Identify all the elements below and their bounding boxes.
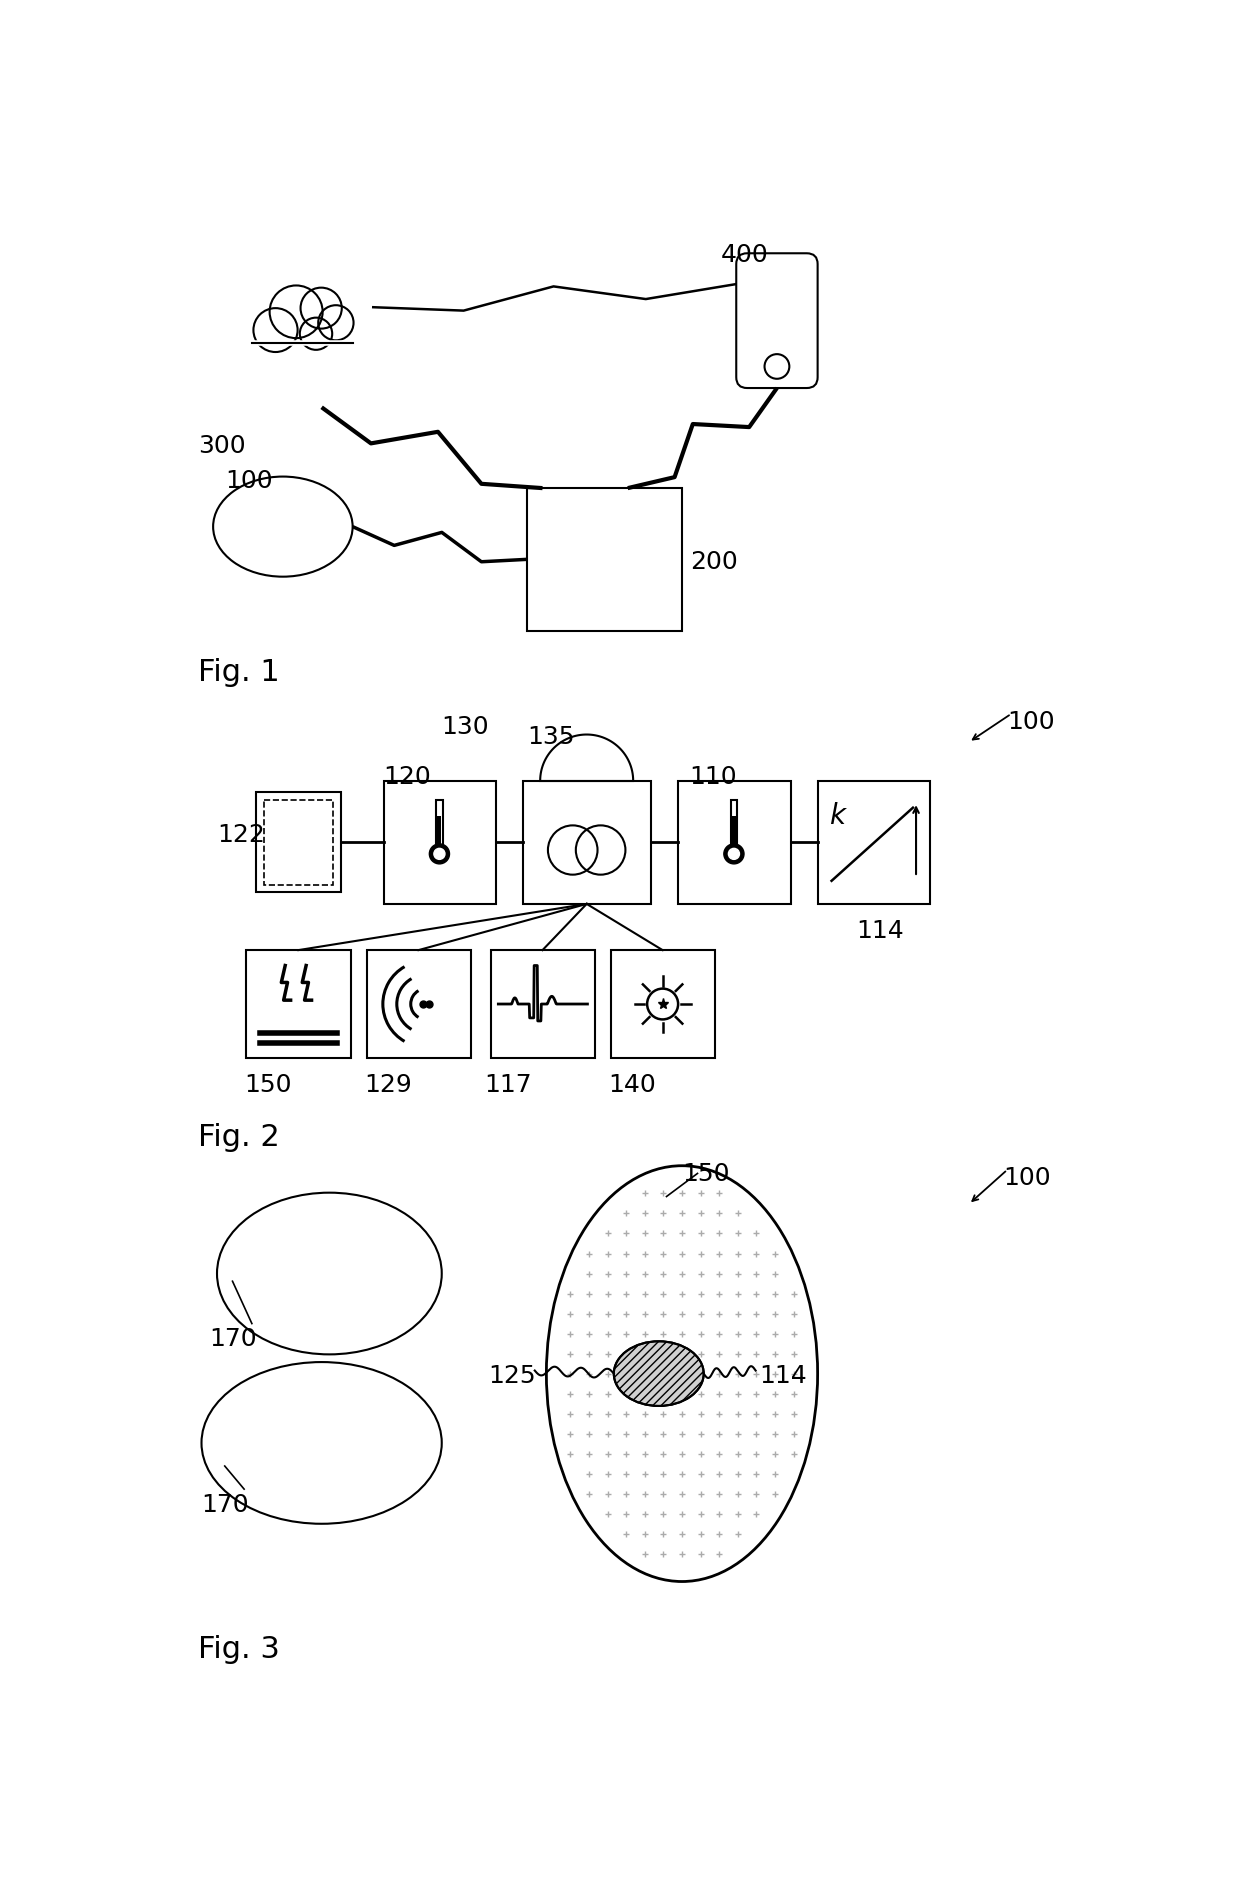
Text: 300: 300 xyxy=(197,434,246,458)
Circle shape xyxy=(429,843,449,864)
Text: 125: 125 xyxy=(489,1364,536,1388)
Bar xyxy=(263,800,334,885)
Text: 135: 135 xyxy=(527,726,574,749)
Circle shape xyxy=(319,306,353,339)
Text: 122: 122 xyxy=(217,822,265,847)
Circle shape xyxy=(434,849,445,860)
Text: 100: 100 xyxy=(1007,709,1055,734)
Text: Fig. 2: Fig. 2 xyxy=(197,1124,279,1152)
Text: 140: 140 xyxy=(609,1073,656,1098)
Text: 130: 130 xyxy=(441,715,490,739)
Text: 117: 117 xyxy=(485,1073,532,1098)
Text: k: k xyxy=(830,802,846,830)
Text: Fig. 3: Fig. 3 xyxy=(197,1635,279,1665)
Text: 114: 114 xyxy=(857,918,904,943)
Bar xyxy=(732,817,735,847)
Circle shape xyxy=(300,317,332,349)
Text: 170: 170 xyxy=(210,1328,257,1352)
Text: 120: 120 xyxy=(383,766,432,790)
Text: 110: 110 xyxy=(689,766,738,790)
Bar xyxy=(611,951,715,1058)
Text: 170: 170 xyxy=(201,1494,249,1516)
Bar xyxy=(247,951,351,1058)
FancyBboxPatch shape xyxy=(737,253,817,389)
Bar xyxy=(383,781,496,903)
Text: Fig. 1: Fig. 1 xyxy=(197,658,279,687)
Bar xyxy=(438,817,441,847)
Text: 200: 200 xyxy=(689,549,738,573)
Bar xyxy=(436,800,443,854)
Circle shape xyxy=(253,307,298,353)
Text: 114: 114 xyxy=(759,1364,807,1388)
Circle shape xyxy=(269,285,322,338)
Ellipse shape xyxy=(614,1341,704,1405)
Circle shape xyxy=(724,843,744,864)
Bar xyxy=(491,951,595,1058)
Bar xyxy=(527,488,682,630)
Text: 100: 100 xyxy=(1003,1166,1052,1190)
Bar xyxy=(678,781,791,903)
Text: 100: 100 xyxy=(224,470,273,492)
Circle shape xyxy=(300,289,342,328)
Bar xyxy=(367,951,471,1058)
Circle shape xyxy=(728,849,739,860)
Text: 150: 150 xyxy=(682,1162,729,1186)
Bar xyxy=(730,800,737,854)
Bar xyxy=(523,781,651,903)
Bar xyxy=(255,792,341,892)
Bar xyxy=(817,781,930,903)
Text: 400: 400 xyxy=(720,243,769,268)
Text: 150: 150 xyxy=(244,1073,291,1098)
Text: 129: 129 xyxy=(365,1073,412,1098)
Ellipse shape xyxy=(547,1166,817,1582)
